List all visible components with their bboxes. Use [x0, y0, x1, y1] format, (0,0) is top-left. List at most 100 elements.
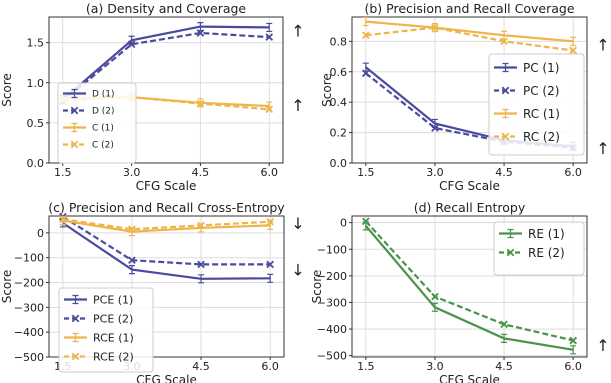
- legend-marker: [502, 108, 509, 119]
- legend-marker: [507, 228, 514, 239]
- x-tick-label: 6.0: [260, 166, 278, 179]
- data-point: [197, 221, 205, 230]
- y-axis-label: Score: [320, 73, 334, 107]
- data-point: [501, 333, 508, 343]
- series-line: [62, 96, 270, 111]
- data-point: [266, 22, 273, 33]
- y-tick-label: 0.0: [27, 157, 45, 170]
- x-tick-label: 6.0: [564, 360, 582, 373]
- data-point: [197, 260, 205, 269]
- series-line: [364, 225, 574, 351]
- data-point: [431, 23, 439, 32]
- legend-label: RCE (2): [93, 350, 134, 363]
- x-tick-label: 1.5: [54, 166, 72, 179]
- series-line: [365, 20, 574, 43]
- legend-marker: [70, 140, 79, 149]
- y-tick-label: −500: [14, 351, 44, 364]
- legend-box: [488, 53, 585, 156]
- data-point: [127, 40, 136, 49]
- y-tick-label: −200: [317, 270, 347, 283]
- legend-marker: [71, 122, 78, 133]
- y-tick-label: 0.2: [330, 127, 348, 140]
- series-line: [62, 218, 271, 231]
- legend-box: [493, 221, 585, 276]
- y-tick-label: 0.4: [330, 96, 348, 109]
- legend-marker: [501, 86, 510, 95]
- legend-label: PCE (2): [93, 312, 133, 325]
- data-point: [265, 105, 274, 114]
- y-tick-label: 0: [37, 227, 44, 240]
- series-line: [62, 219, 271, 233]
- y-tick-label: −100: [317, 243, 347, 256]
- y-tick-label: 0.0: [330, 157, 348, 170]
- y-tick-label: 0.6: [330, 66, 348, 79]
- x-tick-label: 6.0: [261, 360, 279, 373]
- data-point: [198, 274, 205, 284]
- direction-arrow: ↓: [291, 261, 304, 280]
- y-tick-label: −400: [14, 326, 44, 339]
- data-point: [569, 336, 578, 345]
- legend-marker: [70, 106, 79, 115]
- data-point: [267, 273, 274, 283]
- data-point: [266, 217, 275, 226]
- legend-label: RE (1): [528, 227, 565, 241]
- y-tick-label: 0.5: [27, 117, 45, 130]
- chart-panel-3: 1.53.04.56.00−100−200−300−400−500(c) Pre…: [0, 200, 305, 383]
- series-line: [62, 31, 270, 103]
- chart-title: (c) Precision and Recall Cross-Entropy: [48, 200, 285, 215]
- data-point: [128, 256, 136, 265]
- x-tick-label: 4.5: [495, 166, 513, 179]
- y-tick-label: −200: [14, 277, 44, 290]
- data-point: [431, 292, 439, 301]
- legend-label: RE (2): [528, 246, 565, 260]
- chart-panel-2: 1.5 3.0 4.5 6.0 0.0 0.2 0.4 0.6 0.8 (b) Precision…: [320, 1, 610, 193]
- series-line: [62, 215, 271, 266]
- data-point: [570, 36, 577, 46]
- legend-marker: [501, 132, 510, 141]
- data-point: [431, 124, 439, 132]
- legend-box: [58, 287, 154, 373]
- x-tick-label: 3.0: [426, 166, 444, 179]
- data-point: [266, 260, 275, 269]
- plot-area-frame: [48, 215, 285, 358]
- chart-title: (d) Recall Entropy: [414, 200, 526, 215]
- series-line: [365, 26, 574, 52]
- legend-marker: [71, 352, 80, 361]
- data-point: [58, 215, 67, 224]
- legend-label: C (1): [92, 124, 114, 134]
- x-tick-label: 1.5: [357, 166, 375, 179]
- data-point: [431, 302, 438, 312]
- y-tick-label: −100: [14, 252, 44, 265]
- y-axis-label: Score: [0, 270, 14, 304]
- y-axis-label: Score: [310, 270, 324, 304]
- legend-marker: [502, 62, 509, 73]
- data-point: [362, 16, 369, 27]
- data-point: [265, 33, 274, 41]
- x-tick-label: 3.0: [123, 166, 141, 179]
- x-axis-label: CFG Scale: [136, 373, 197, 383]
- legend-marker: [72, 332, 79, 343]
- y-tick-label: 1.0: [27, 77, 45, 90]
- data-point: [128, 225, 136, 233]
- y-tick-label: −400: [317, 323, 347, 336]
- data-point: [569, 46, 578, 55]
- data-point: [361, 69, 370, 78]
- chart-panel-4: 1.5 3.0 4.5 6.0 0 −100 −200 −300 −400 −500 (d) Rec…: [310, 200, 610, 383]
- legend-marker: [71, 88, 78, 99]
- legend-label: PCE (1): [93, 293, 133, 306]
- x-axis-label: CFG Scale: [136, 179, 197, 193]
- legend-label: RC (1): [523, 107, 560, 121]
- legend-label: D (1): [92, 90, 115, 100]
- y-tick-label: 1.5: [27, 37, 45, 50]
- data-point: [570, 345, 577, 355]
- x-tick-label: 4.5: [192, 360, 210, 373]
- legend-label: PC (2): [523, 84, 559, 98]
- x-tick-label: 4.5: [192, 166, 210, 179]
- legend-box: [57, 82, 137, 164]
- x-tick-label: 6.0: [564, 166, 582, 179]
- chart-panel-1: 1.5 3.0 4.5 6.0 0.0 0.5 1.0 1.5 (a) Density and …: [0, 1, 305, 193]
- series-line: [62, 25, 270, 101]
- x-tick-label: 1.5: [357, 360, 375, 373]
- y-tick-label: −500: [317, 350, 347, 363]
